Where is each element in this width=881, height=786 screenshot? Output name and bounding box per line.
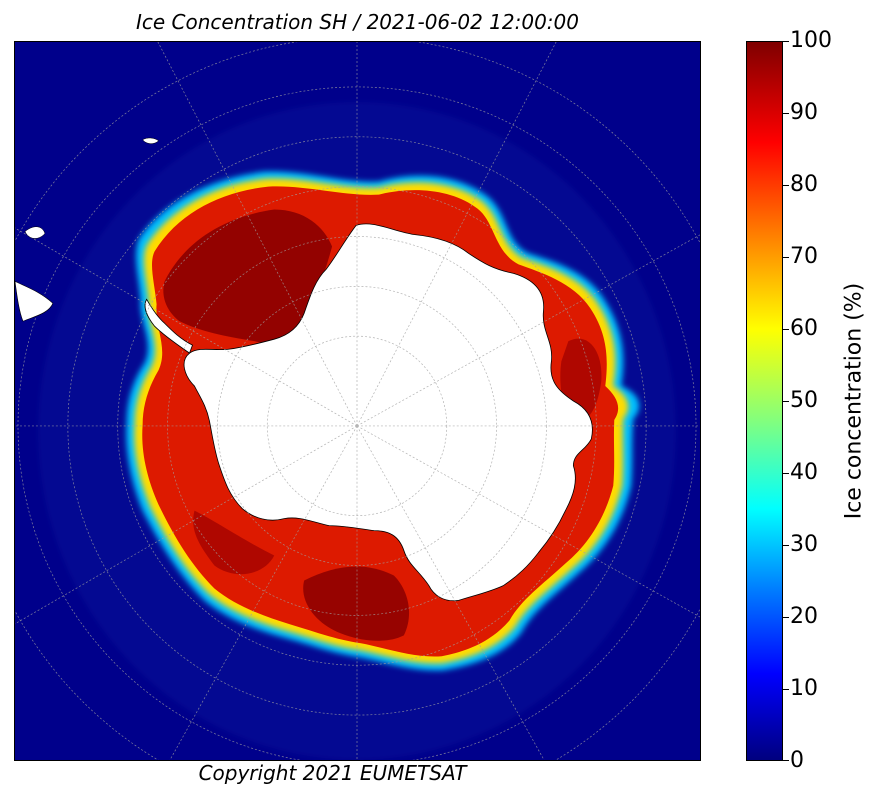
colorbar-tick-label: 20 (790, 604, 818, 629)
colorbar-tick (783, 473, 789, 474)
colorbar-title: Ice concentration (%) (841, 282, 867, 520)
colorbar-tick-label: 90 (790, 100, 818, 125)
graticule (15, 42, 700, 760)
colorbar-tick-label: 30 (790, 532, 818, 557)
copyright-text: Copyright 2021 EUMETSAT (198, 761, 467, 785)
colorbar-tick (783, 185, 789, 186)
colorbar-tick (783, 329, 789, 330)
colorbar-tick (783, 689, 789, 690)
colorbar-tick (783, 760, 789, 761)
map-canvas (15, 42, 700, 760)
sea-ice-dense-weddell (163, 209, 333, 344)
colorbar-tick-label: 0 (790, 748, 804, 773)
colorbar-tick (783, 113, 789, 114)
map-title: Ice Concentration SH / 2021-06-02 12:00:… (136, 10, 579, 34)
colorbar-tick-label: 40 (790, 460, 818, 485)
sea-ice-map (14, 41, 701, 761)
island-west (24, 226, 46, 239)
island-north (142, 137, 159, 144)
antarctic-peninsula (144, 298, 193, 354)
antarctica-land (183, 223, 593, 602)
colorbar-tick-label: 10 (790, 676, 818, 701)
colorbar-tick (783, 545, 789, 546)
colorbar-tick-label: 80 (790, 172, 818, 197)
colorbar-tick-label: 100 (790, 28, 832, 53)
colorbar-tick (783, 41, 789, 42)
colorbar-tick (783, 257, 789, 258)
sea-ice-dense-south (193, 510, 275, 575)
colorbar-tick-label: 70 (790, 244, 818, 269)
colorbar-tick-label: 50 (790, 388, 818, 413)
sea-ice-dense-ross (303, 566, 410, 641)
colorbar-tick (783, 401, 789, 402)
colorbar-tick-label: 60 (790, 316, 818, 341)
colorbar-tick (783, 617, 789, 618)
south-america-tip (15, 281, 54, 322)
colorbar (746, 41, 783, 761)
